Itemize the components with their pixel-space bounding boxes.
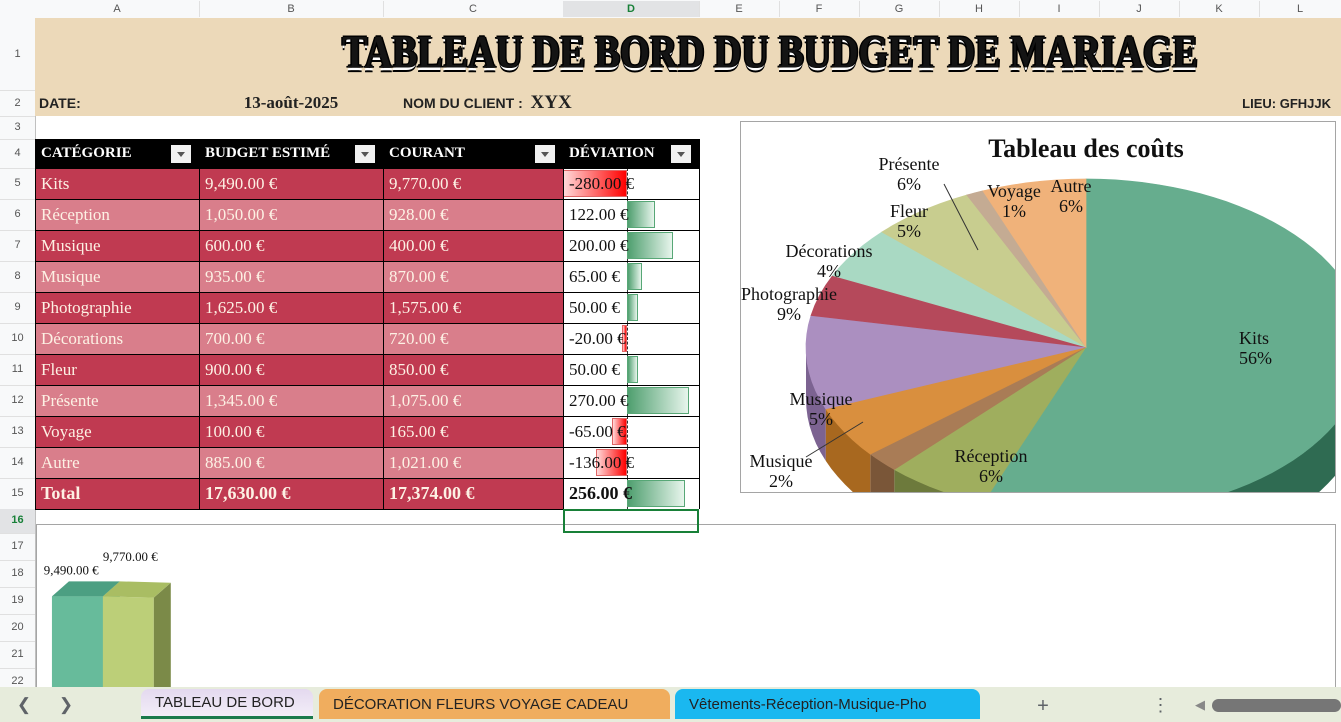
svg-text:9,770.00 €: 9,770.00 € xyxy=(103,550,158,564)
svg-text:4%: 4% xyxy=(817,261,841,281)
svg-text:Autre: Autre xyxy=(1051,176,1092,196)
svg-text:56%: 56% xyxy=(1239,348,1272,368)
svg-text:6%: 6% xyxy=(979,466,1003,486)
svg-text:9,490.00 €: 9,490.00 € xyxy=(44,564,99,578)
svg-text:6%: 6% xyxy=(897,174,921,194)
svg-text:Réception: Réception xyxy=(955,446,1028,466)
svg-text:2%: 2% xyxy=(769,471,793,491)
svg-text:Voyage: Voyage xyxy=(987,181,1041,201)
svg-text:9%: 9% xyxy=(777,304,801,324)
svg-text:Fleur: Fleur xyxy=(890,201,928,221)
svg-text:6%: 6% xyxy=(1059,196,1083,216)
svg-text:Tableau des coûts: Tableau des coûts xyxy=(988,134,1184,163)
svg-text:5%: 5% xyxy=(809,409,833,429)
svg-text:Présente: Présente xyxy=(879,154,940,174)
svg-text:Kits: Kits xyxy=(1239,328,1269,348)
svg-text:5%: 5% xyxy=(897,221,921,241)
svg-text:Musique: Musique xyxy=(790,389,853,409)
svg-text:Musique: Musique xyxy=(750,451,813,471)
svg-text:Décorations: Décorations xyxy=(786,241,873,261)
svg-text:1%: 1% xyxy=(1002,201,1026,221)
svg-text:Photographie: Photographie xyxy=(741,284,837,304)
